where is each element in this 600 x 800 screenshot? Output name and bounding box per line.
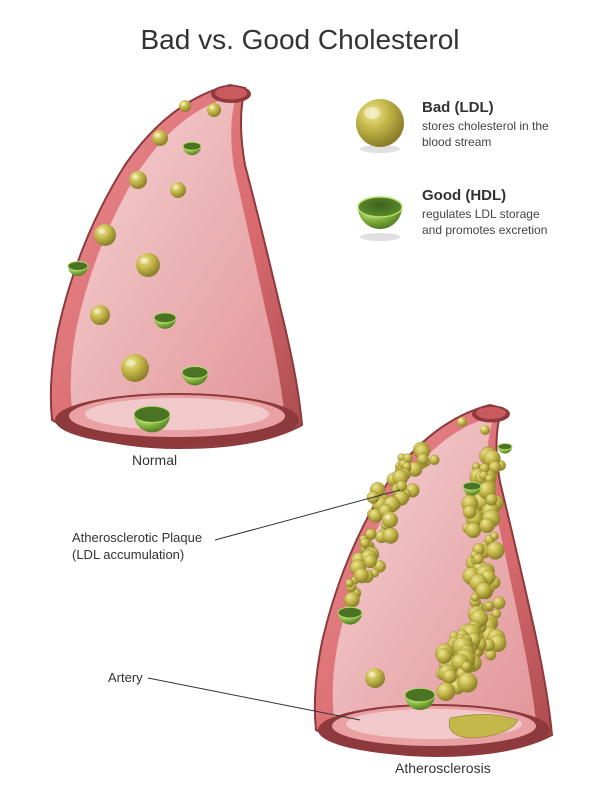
athero-caption: Atherosclerosis bbox=[395, 760, 491, 776]
normal-caption: Normal bbox=[132, 452, 177, 468]
normal-artery-diagram bbox=[30, 80, 320, 450]
page-title: Bad vs. Good Cholesterol bbox=[0, 24, 600, 56]
legend-hdl-title: Good (HDL) bbox=[422, 187, 550, 204]
legend-item-hdl: Good (HDL) regulates LDL storage and pro… bbox=[350, 183, 550, 243]
legend-hdl-desc: regulates LDL storage and promotes excre… bbox=[422, 206, 550, 238]
legend-item-ldl: Bad (LDL) stores cholesterol in the bloo… bbox=[350, 95, 550, 155]
legend: Bad (LDL) stores cholesterol in the bloo… bbox=[350, 95, 550, 271]
hdl-bowl-icon bbox=[350, 183, 410, 243]
legend-ldl-title: Bad (LDL) bbox=[422, 99, 550, 116]
athero-artery-diagram bbox=[290, 400, 570, 760]
plaque-annotation: Atherosclerotic Plaque (LDL accumulation… bbox=[72, 530, 202, 564]
artery-annotation: Artery bbox=[108, 670, 143, 687]
ldl-sphere-icon bbox=[350, 95, 410, 155]
legend-ldl-desc: stores cholesterol in the blood stream bbox=[422, 118, 550, 150]
